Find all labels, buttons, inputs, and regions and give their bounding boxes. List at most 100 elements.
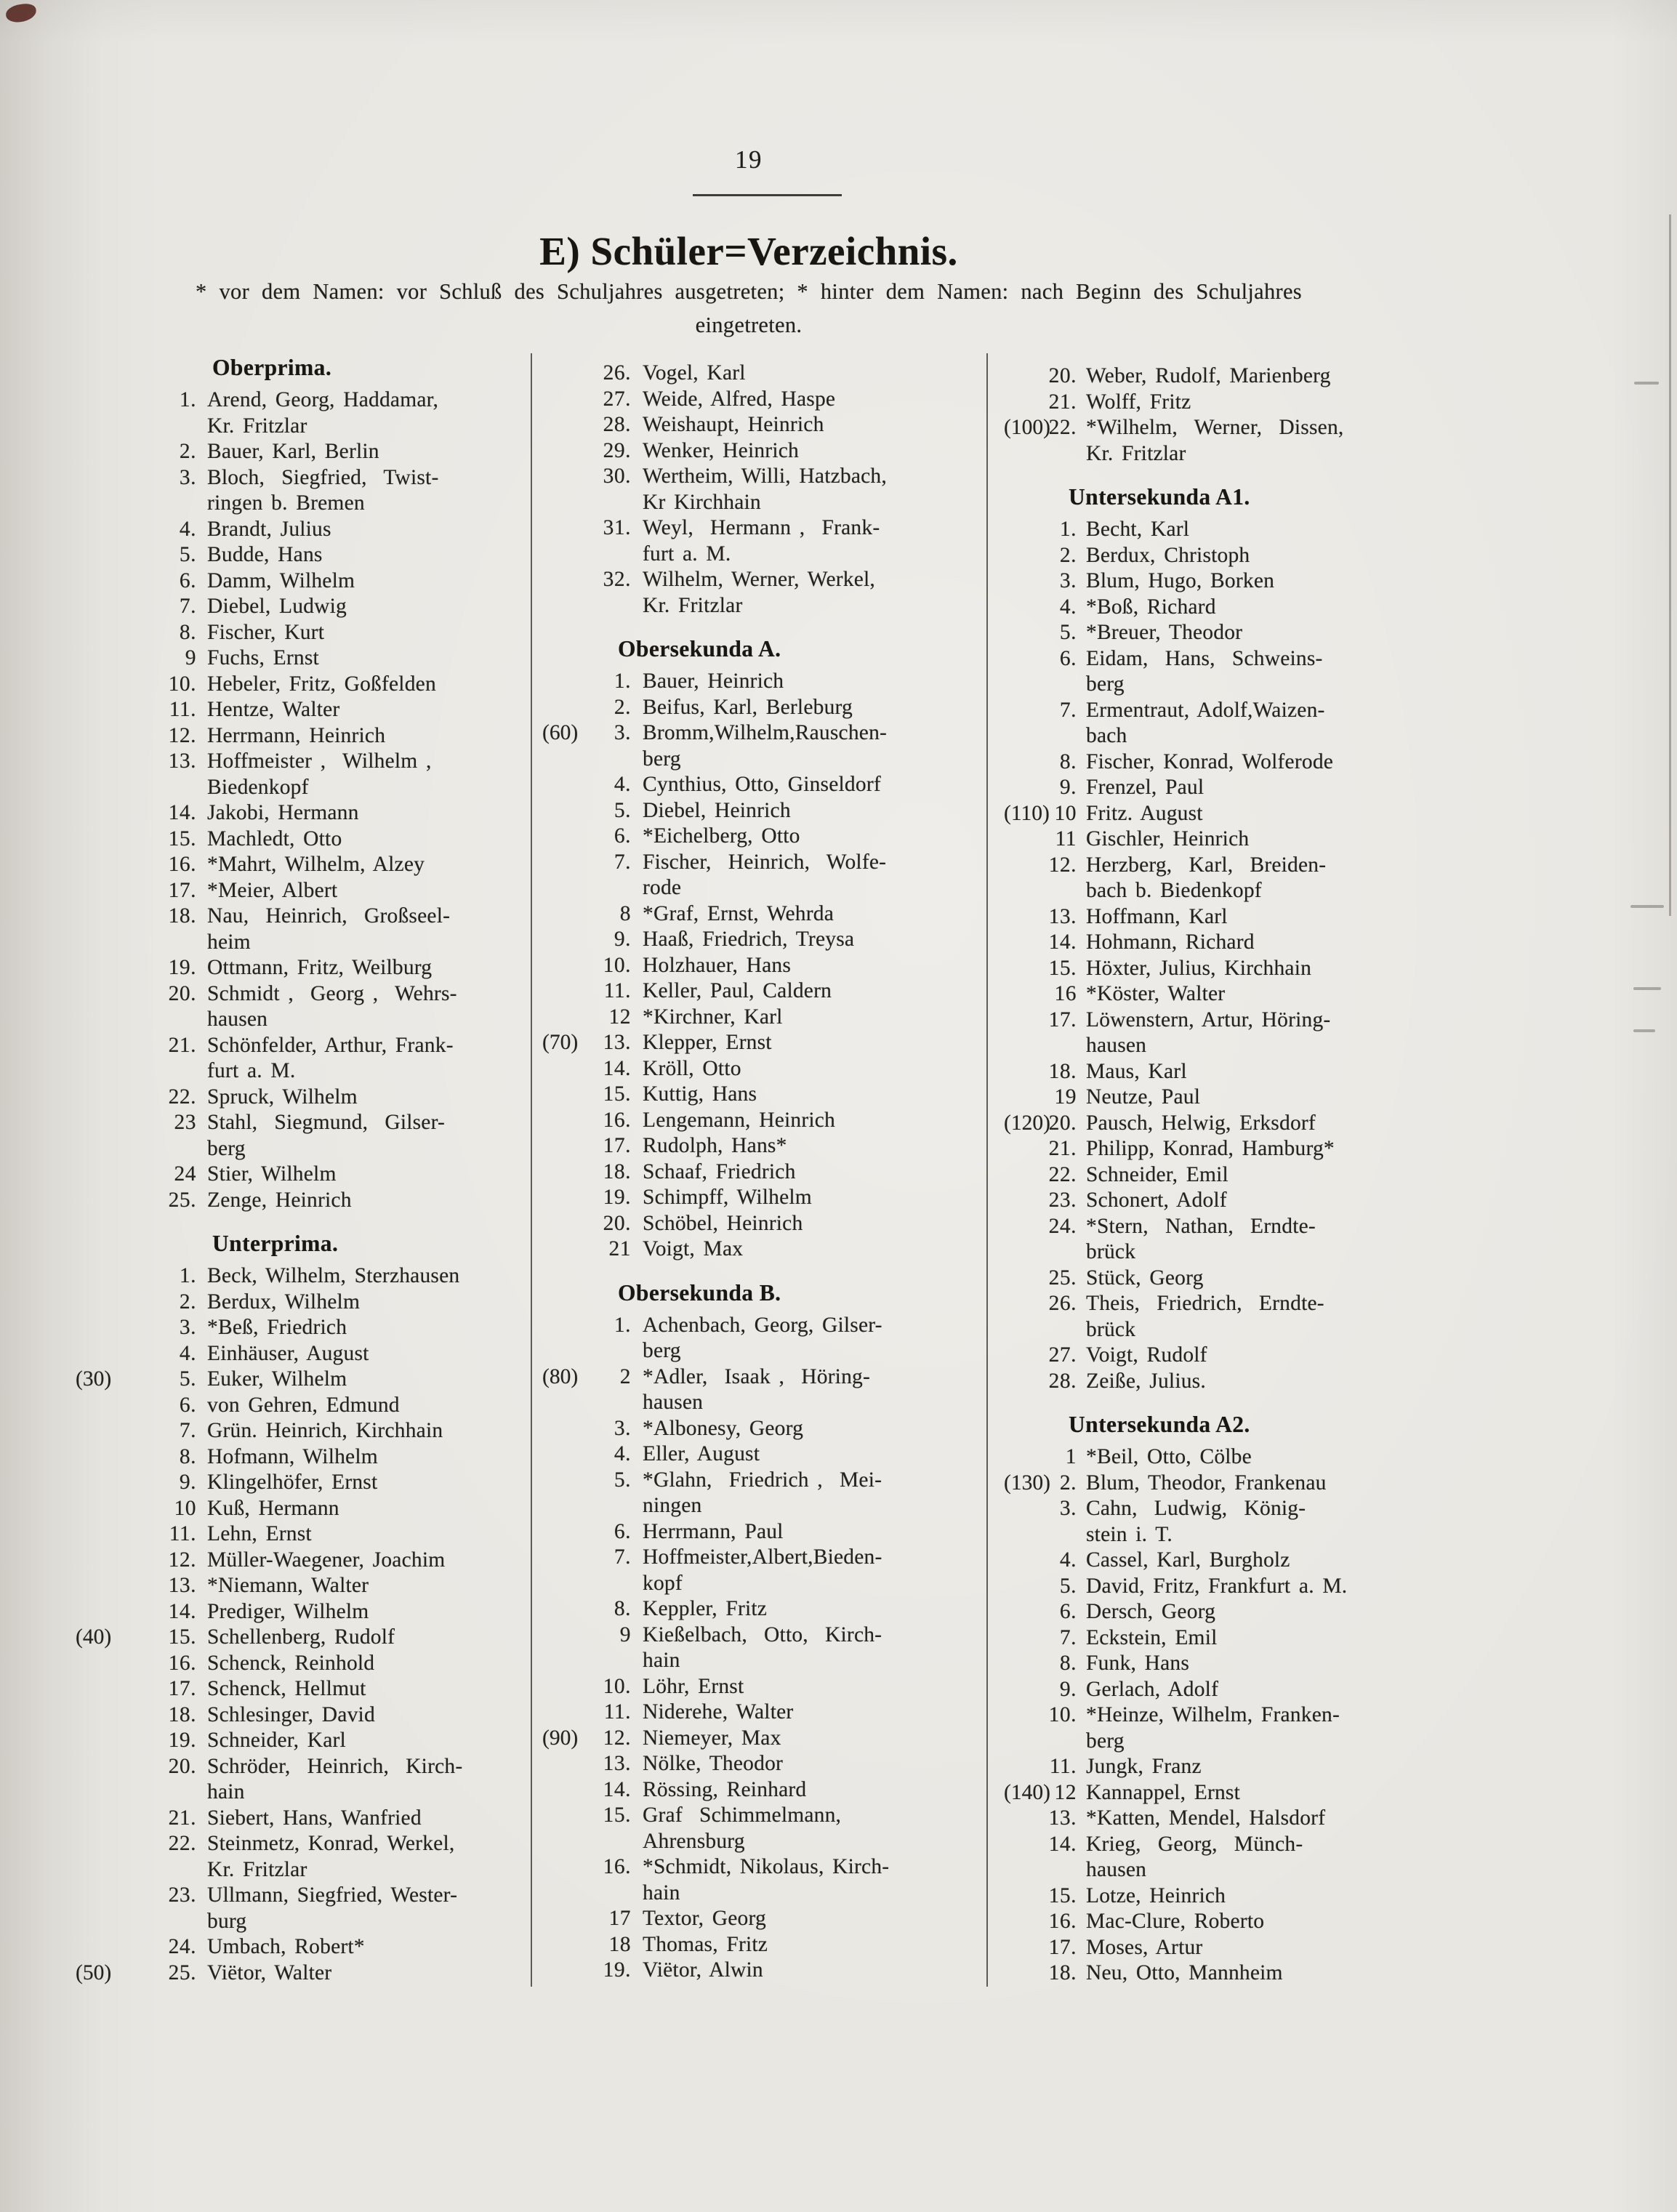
entry-text: Schaaf, Friedrich (643, 1159, 796, 1183)
entry-number: 9 (619, 1622, 631, 1646)
entry-text: Schonert, Adolf (1086, 1189, 1227, 1212)
student-entry: 3. *Albonesy, Georg (532, 1416, 986, 1442)
entry-text: Diebel, Ludwig (207, 595, 347, 618)
entry-number: 10. (603, 953, 631, 977)
entry-text: Rudolph, Hans* (643, 1134, 787, 1157)
entry-number: 6. (614, 1519, 631, 1543)
entry-text: Löwenstern, Artur, Höring- hausen (1086, 1008, 1331, 1058)
entry-text: Fischer, Konrad, Wolferode (1086, 749, 1334, 773)
student-entry: 2. Beifus, Karl, Berleburg (532, 695, 986, 721)
student-entry: 31. Weyl, Hermann , Frank- furt a. M. (532, 515, 986, 567)
running-count-marker: (70) (542, 1031, 579, 1054)
entry-text: Lotze, Heinrich (1086, 1883, 1226, 1907)
entry-number: 6. (1059, 646, 1077, 670)
student-entry: 11. Niderehe, Walter (532, 1700, 986, 1726)
entry-number: 2. (179, 1290, 196, 1314)
entry-text: Wolff, Fritz (1086, 390, 1191, 414)
entry-text: Becht, Karl (1086, 518, 1190, 541)
entry-number: 1. (179, 1264, 196, 1287)
page-title: E) Schüler=Verzeichnis. (539, 229, 958, 273)
student-entry: 1. Beck, Wilhelm, Sterzhausen (73, 1263, 531, 1290)
student-entry: 8. Fischer, Kurt (73, 620, 531, 646)
student-entry: 5. David, Fritz, Frankfurt a. M. (988, 1574, 1496, 1600)
entry-text: Kröll, Otto (643, 1056, 741, 1080)
entry-number: 18. (1048, 1059, 1077, 1083)
entry-number: 3. (614, 1416, 631, 1440)
entry-number: 2. (1059, 1471, 1077, 1495)
student-entry: 7. Ermentraut, Adolf,Waizen- bach (988, 698, 1496, 749)
entry-text: Grün. Heinrich, Kirchhain (207, 1419, 443, 1442)
entry-text: Funk, Hans (1086, 1652, 1190, 1675)
entry-text: Voigt, Max (643, 1237, 744, 1260)
entry-number: 3. (179, 465, 196, 489)
entry-number: 16. (603, 1855, 631, 1878)
entry-number: 8. (614, 1597, 631, 1620)
entry-text: Schönfelder, Arthur, Frank- furt a. M. (207, 1033, 454, 1083)
entry-number: 13. (1048, 904, 1077, 928)
student-entry: 24. *Stern, Nathan, Erndte- brück (988, 1214, 1496, 1266)
entry-number: 5. (179, 1367, 196, 1391)
entry-number: 8. (179, 1444, 196, 1468)
entry-number: 3. (1059, 1497, 1077, 1520)
entry-text: Steinmetz, Konrad, Werkel, Kr. Fritzlar (207, 1832, 455, 1881)
entry-number: 16. (168, 1651, 196, 1675)
entry-text: *Boß, Richard (1086, 595, 1216, 619)
entry-text: Wenker, Heinrich (643, 438, 799, 462)
student-entry: 10. *Heinze, Wilhelm, Franken- berg (988, 1702, 1496, 1754)
entry-text: Thomas, Fritz (643, 1932, 768, 1956)
entry-number: 25. (1048, 1266, 1077, 1290)
entry-number: 1. (1059, 518, 1077, 541)
student-entry: (140) 12 Kannappel, Ernst (988, 1780, 1496, 1806)
entry-number: 21 (608, 1237, 631, 1260)
entry-number: 9. (1059, 776, 1077, 799)
entry-text: Herrmann, Paul (643, 1519, 784, 1543)
student-entry: 15. Machledt, Otto (73, 827, 531, 853)
student-entry: 28. Zeiße, Julius. (988, 1369, 1496, 1395)
entry-number: 21. (168, 1806, 196, 1830)
running-count-marker: (40) (76, 1625, 112, 1649)
student-entry: 11. Jungk, Franz (988, 1754, 1496, 1780)
entry-number: 16. (1048, 1910, 1077, 1933)
student-entry: 4. Cynthius, Otto, Ginseldorf (532, 772, 986, 798)
entry-text: *Köster, Walter (1086, 982, 1226, 1005)
entry-text: *Heinze, Wilhelm, Franken- berg (1086, 1703, 1340, 1753)
entry-text: Fischer, Kurt (207, 620, 325, 644)
entry-text: Bloch, Siegfried, Twist- ringen b. Breme… (207, 465, 439, 515)
entry-number: 14. (1048, 1832, 1077, 1856)
student-entry: 9. Klingelhöfer, Ernst (73, 1470, 531, 1496)
entry-number: 22. (168, 1832, 196, 1855)
student-entry: 20. Schmidt , Georg , Wehrs- hausen (73, 981, 531, 1033)
legend-line-2: eingetreten. (695, 313, 803, 337)
entry-number: 26. (1048, 1292, 1077, 1315)
student-entry: 12 *Kirchner, Karl (532, 1005, 986, 1031)
entry-text: Neu, Otto, Mannheim (1086, 1961, 1283, 1984)
entry-number: 23. (1048, 1189, 1077, 1212)
entry-text: *Beß, Friedrich (207, 1316, 347, 1339)
student-entry: 21. Siebert, Hans, Wanfried (73, 1806, 531, 1832)
student-entry: 1 *Beil, Otto, Cölbe (988, 1444, 1496, 1471)
entry-text: Nölke, Theodor (643, 1752, 784, 1775)
student-entry: 20. Schöbel, Heinrich (532, 1211, 986, 1237)
entry-text: Voigt, Rudolf (1086, 1343, 1207, 1367)
entry-text: Klingelhöfer, Ernst (207, 1471, 378, 1494)
entry-number: 5. (614, 798, 631, 822)
student-entry: 11. Hentze, Walter (73, 697, 531, 723)
entry-text: Theis, Friedrich, Erndte- brück (1086, 1292, 1324, 1341)
student-entry: 25. Zenge, Heinrich (73, 1188, 531, 1214)
student-entry: (120) 20. Pausch, Helwig, Erksdorf (988, 1111, 1496, 1137)
entry-number: 1. (614, 1313, 631, 1337)
student-entry: 5. Diebel, Heinrich (532, 798, 986, 824)
student-entry: 20. Schröder, Heinrich, Kirch- hain (73, 1754, 531, 1806)
entry-number: 17. (603, 1134, 631, 1157)
student-entry: 26. Vogel, Karl (532, 361, 986, 387)
entry-number: 7. (179, 595, 196, 618)
entry-number: 19. (603, 1958, 631, 1982)
student-entry: 1. Becht, Karl (988, 517, 1496, 543)
entry-number: 16 (1054, 982, 1077, 1005)
entry-text: Zeiße, Julius. (1086, 1369, 1206, 1393)
edge-smudge (1633, 1029, 1655, 1032)
student-entry: 8. Funk, Hans (988, 1651, 1496, 1677)
entry-text: Lengemann, Heinrich (643, 1108, 836, 1132)
entry-number: 5. (1059, 621, 1077, 644)
